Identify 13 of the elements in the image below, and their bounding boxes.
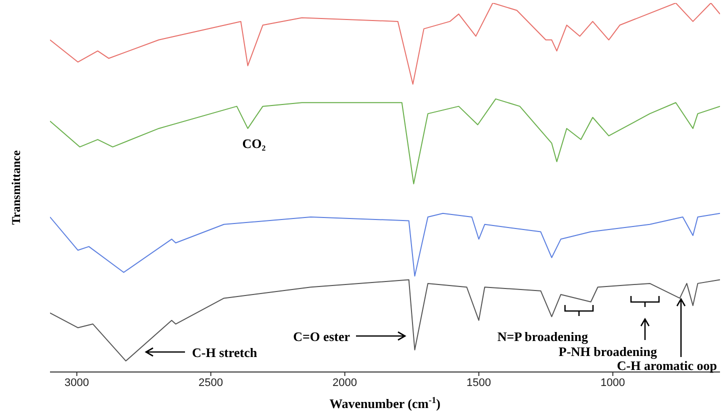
annotation: P-NH broadening [558, 344, 658, 359]
x-tick-label: 3000 [64, 376, 90, 389]
annotation: N=P broadening [497, 329, 588, 344]
x-tick-label: 2500 [198, 376, 224, 389]
annotation: CO₂ [242, 136, 266, 151]
annotation: C-H aromatic oop [616, 358, 717, 373]
x-tick-label: 1000 [600, 376, 626, 389]
y-axis-title: Transmittance [9, 150, 23, 225]
annotation: C=O ester [293, 329, 350, 344]
x-tick-label: 1500 [466, 376, 492, 389]
x-tick-label: 2000 [332, 376, 358, 389]
annotation: C-H stretch [192, 345, 258, 360]
x-axis-title: Wavenumber (cm$^{-1}$) [330, 395, 440, 411]
